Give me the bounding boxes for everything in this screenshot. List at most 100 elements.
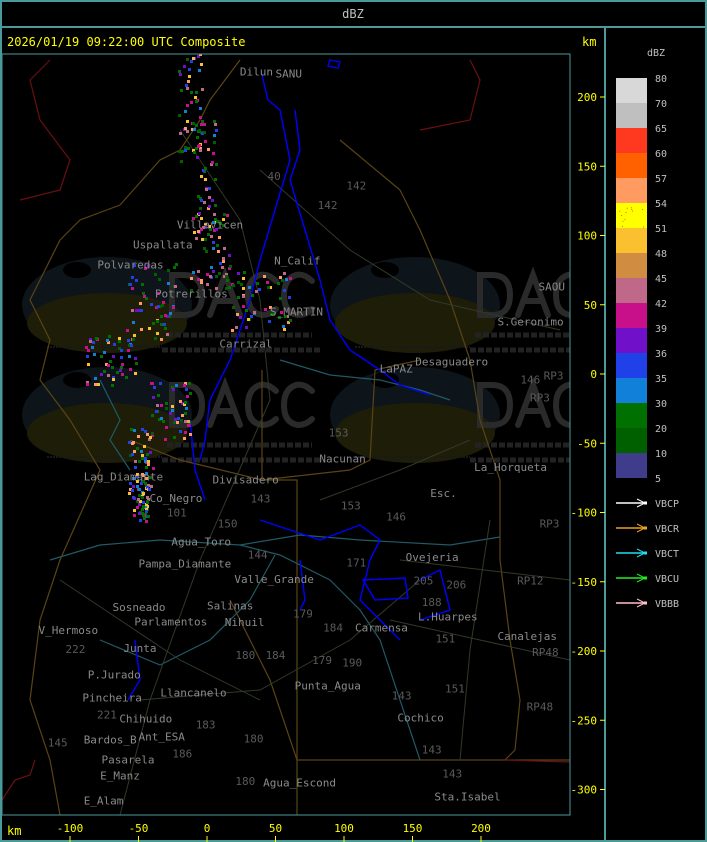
place-label[interactable]: E_Manz — [100, 770, 140, 783]
legend-swatch — [616, 378, 647, 403]
echo-pixel — [160, 315, 163, 318]
place-label[interactable]: Sta.Isabel — [434, 790, 500, 803]
x-tick-label: 100 — [334, 822, 354, 835]
place-label[interactable]: Agua_Escond — [263, 777, 336, 790]
place-label[interactable]: Desaguadero — [415, 356, 488, 369]
place-label[interactable]: Cochico — [397, 711, 443, 724]
echo-pixel — [183, 437, 186, 440]
echo-pixel — [186, 395, 189, 398]
echo-pixel — [285, 278, 288, 281]
swatch-speckle — [643, 226, 645, 228]
echo-pixel — [129, 482, 132, 485]
place-label[interactable]: Salinas — [207, 599, 253, 612]
echo-pixel — [201, 238, 204, 241]
echo-pixel — [107, 374, 110, 377]
echo-pixel — [186, 130, 189, 133]
x-tick-label: 0 — [204, 822, 211, 835]
place-label[interactable]: Dilun — [240, 66, 273, 79]
place-label[interactable]: N_Calif — [274, 254, 320, 267]
echo-pixel — [268, 320, 271, 323]
place-label[interactable]: SAOU — [539, 281, 566, 294]
place-label[interactable]: Agua_Toro — [171, 536, 231, 549]
echo-pixel — [197, 270, 200, 273]
radar-site-vbcp[interactable]: VBCP — [616, 498, 679, 510]
logo-pupil — [371, 262, 399, 278]
echo-pixel — [156, 404, 159, 407]
route-number: 180 — [244, 732, 264, 745]
echo-pixel — [139, 302, 142, 305]
place-label[interactable]: S_MARTIN — [270, 306, 323, 319]
echo-pixel — [140, 309, 143, 312]
place-label[interactable]: Nihuil — [225, 616, 265, 629]
echo-pixel — [141, 512, 144, 515]
place-label[interactable]: L.Huarpes — [418, 610, 478, 623]
place-label[interactable]: S.Geronimo — [497, 315, 563, 328]
place-label[interactable]: Ovejeria — [406, 551, 459, 564]
place-label[interactable]: Villavicen — [177, 218, 243, 231]
logo-lid — [27, 403, 187, 463]
place-label[interactable]: Sosneado — [112, 601, 165, 614]
echo-pixel — [146, 453, 149, 456]
echo-pixel — [166, 333, 169, 336]
place-label[interactable]: LaPAZ — [380, 362, 413, 375]
place-label[interactable]: E_Alam — [84, 795, 124, 808]
place-label[interactable]: Uspallata — [133, 239, 193, 252]
place-label[interactable]: Polvaredas — [97, 259, 163, 272]
radar-site-vbct[interactable]: VBCT — [616, 548, 679, 560]
place-label[interactable]: Co_Negro — [149, 492, 202, 505]
echo-pixel — [162, 301, 165, 304]
echo-pixel — [118, 340, 121, 343]
place-label[interactable]: Pasarela — [102, 754, 155, 767]
echo-pixel — [287, 321, 290, 324]
place-label[interactable]: Esc. — [430, 487, 457, 500]
place-label[interactable]: Chihuido — [119, 712, 172, 725]
place-label[interactable]: Divisadero — [212, 473, 278, 486]
route-number: 142 — [318, 199, 338, 212]
echo-pixel — [242, 287, 245, 290]
place-label[interactable]: Punta_Agua — [295, 680, 361, 693]
echo-pixel — [159, 382, 162, 385]
place-label[interactable]: Llancanelo — [160, 687, 226, 700]
place-label[interactable]: Valle_Grande — [234, 573, 313, 586]
arrow-tip — [644, 501, 647, 505]
echo-pixel — [212, 247, 215, 250]
place-label[interactable]: Ant_ESA — [139, 730, 186, 743]
echo-pixel — [247, 318, 250, 321]
echo-pixel — [190, 91, 193, 94]
radar-site-vbcu[interactable]: VBCU — [616, 573, 679, 585]
route-number: 179 — [293, 608, 313, 621]
place-label[interactable]: Pampa_Diamante — [139, 558, 232, 571]
radar-map[interactable]: 142 142 40 153 143 153 146 150 101 144 179 184 180 18… — [2, 40, 630, 815]
place-label[interactable]: Canalejas — [497, 630, 557, 643]
echo-pixel — [190, 289, 193, 292]
place-label[interactable]: SANU — [276, 67, 303, 80]
place-label[interactable]: Junta — [123, 642, 156, 655]
echo-pixel — [185, 388, 188, 391]
echo-pixel — [288, 296, 291, 299]
place-label[interactable]: Potrerillos — [155, 288, 228, 301]
place-label[interactable]: Lag_Diamante — [84, 470, 163, 483]
echo-pixel — [93, 353, 96, 356]
place-label[interactable]: Parlamentos — [134, 615, 207, 628]
place-label[interactable]: Bardos_B — [84, 734, 137, 747]
place-label[interactable]: P.Jurado — [88, 669, 141, 682]
legend-swatch — [616, 353, 647, 378]
logo-letter-c — [244, 381, 279, 429]
echo-pixel — [215, 287, 218, 290]
logo-letter-c — [552, 381, 570, 429]
map-timestamp-title: 2026/01/19 09:22:00 UTC Composite — [7, 35, 245, 49]
place-label[interactable]: Carrizal — [219, 338, 272, 351]
place-label[interactable]: Pincheira — [82, 692, 142, 705]
radar-site-vbbb[interactable]: VBBB — [616, 598, 679, 610]
radar-site-vbcr[interactable]: VBCR — [616, 523, 680, 535]
dacc-logo — [330, 367, 570, 463]
place-label[interactable]: Nacunan — [319, 452, 365, 465]
logo-letter-c — [244, 271, 279, 319]
place-label[interactable]: V_Hermoso — [38, 624, 98, 637]
place-label[interactable]: La_Horqueta — [474, 461, 547, 474]
echo-pixel — [111, 384, 114, 387]
echo-pixel — [215, 129, 218, 132]
echo-pixel — [225, 287, 228, 290]
place-label[interactable]: Carmensa — [355, 621, 408, 634]
route-number: RP3 — [530, 392, 550, 405]
